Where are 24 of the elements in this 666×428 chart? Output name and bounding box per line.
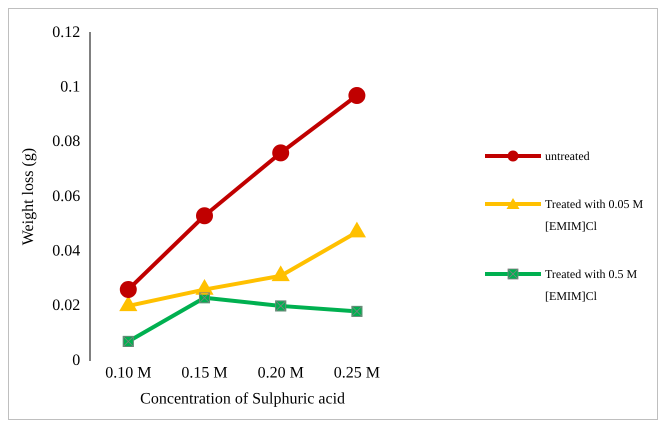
x-tick-label: 0.10 M <box>105 364 152 382</box>
point <box>272 144 290 162</box>
y-tick-label: 0.08 <box>52 133 80 150</box>
point <box>349 224 365 238</box>
legend-label: untreated <box>545 148 590 165</box>
legend-label: Treated with 0.05 M [EMIM]Cl <box>545 196 644 235</box>
y-tick-label: 0.04 <box>52 242 80 260</box>
legend-label: Treated with 0.5 M [EMIM]Cl <box>545 266 638 305</box>
point <box>120 281 137 298</box>
x-tick-label: 0.20 M <box>258 364 304 382</box>
point <box>196 207 213 224</box>
x-tick-label: 0.15 M <box>181 364 228 382</box>
x-tick-label: 0.25 M <box>334 364 380 382</box>
point <box>120 297 136 312</box>
point <box>196 281 212 295</box>
y-axis-title: Weight loss (g) <box>20 148 37 246</box>
y-tick-label: 0.02 <box>52 297 80 314</box>
point <box>348 86 366 104</box>
y-tick-label: 0 <box>72 352 80 369</box>
point <box>273 267 288 282</box>
y-tick-label: 0.06 <box>52 188 80 205</box>
y-tick-label: 0.12 <box>52 24 80 41</box>
x-axis-title: Concentration of Sulphuric acid <box>140 390 346 408</box>
y-tick-label: 0.1 <box>60 78 80 96</box>
